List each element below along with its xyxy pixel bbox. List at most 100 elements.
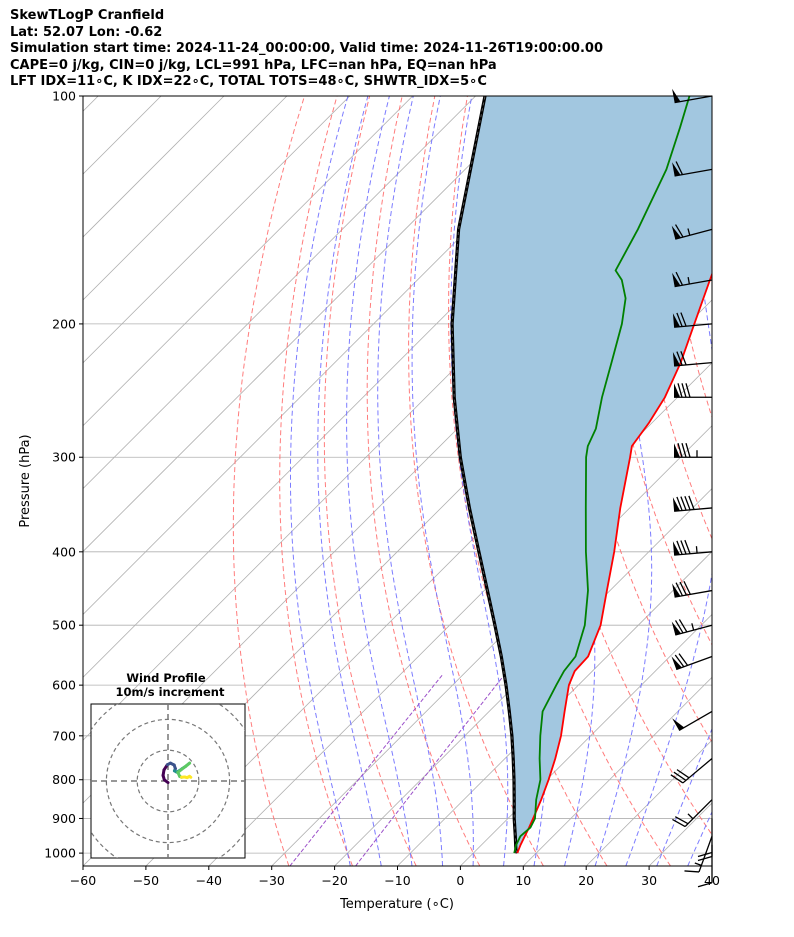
wind-barb-feather [673, 771, 687, 781]
dry-adiabat-line [761, 96, 794, 866]
inset-plot [91, 704, 245, 858]
y-tick-label: 500 [52, 618, 76, 633]
moist-adiabat-line [411, 96, 474, 866]
wind-barb-feather [684, 496, 691, 511]
wind-barb-feather [685, 383, 691, 398]
wind-barb-shaft [674, 589, 713, 598]
isotherm-line [711, 865, 712, 866]
wind-barb-flag [672, 497, 681, 512]
wind-barb-shaft [674, 361, 713, 367]
wind-barb [672, 312, 713, 328]
wind-barb [671, 653, 713, 671]
wind-barb-feather [674, 816, 689, 825]
dry-adiabat-line [629, 96, 712, 540]
wind-barb-feather [678, 653, 689, 666]
wind-barb-feather [680, 351, 687, 366]
y-tick-label: 900 [52, 811, 76, 826]
wind-barb-feather [679, 581, 687, 596]
wind-barb-feather [684, 539, 691, 554]
wind-profile-inset: Wind Profile 10m/s increment [90, 671, 246, 859]
isotherm-line [83, 96, 288, 301]
wind-barb [672, 351, 713, 367]
wind-barb [672, 161, 713, 177]
moist-adiabat-line [719, 96, 794, 866]
wind-barb [674, 443, 712, 458]
isotherm-line [83, 96, 413, 427]
wind-barb-feather [684, 870, 700, 873]
indices-line: LFT IDX=11∘C, K IDX=22∘C, TOTAL TOTS=48∘… [10, 74, 487, 89]
wind-barb-half-feather [687, 813, 694, 820]
y-tick-label: 800 [52, 772, 76, 787]
wind-barb-flag [672, 272, 681, 287]
y-tick-label: 1000 [44, 846, 76, 861]
hodograph-segment [176, 761, 192, 774]
dewpoint-line [513, 96, 691, 854]
wind-barbs [670, 88, 713, 888]
dry-adiabat-line [232, 96, 305, 866]
wind-barb-shaft [674, 551, 713, 556]
isotherm-line [523, 676, 712, 866]
wind-barb-feather [697, 882, 713, 888]
inset-title: Wind Profile [126, 671, 206, 685]
wind-barb-feather [675, 582, 684, 597]
wind-barb-flag [672, 352, 681, 366]
wind-barb [672, 271, 713, 288]
wind-barb-half-feather [691, 623, 695, 631]
sounding-profiles [450, 96, 712, 854]
wind-barb-feather [676, 312, 683, 327]
wind-barb-feather [675, 161, 684, 175]
wind-barb-half-feather [687, 228, 691, 236]
wind-barb [672, 580, 713, 598]
x-tick-label: 10 [515, 873, 531, 888]
wind-barb-feather [676, 496, 683, 511]
wind-barb-half-feather [694, 862, 702, 866]
dry-adiabat-line [366, 96, 481, 866]
dry-adiabat-line [728, 96, 794, 866]
cape-cin-shading [452, 96, 712, 854]
wind-barb-flag [672, 162, 681, 176]
x-tick-label: 40 [704, 873, 720, 888]
moist-adiabat-line [377, 96, 444, 866]
isotherm-line [334, 488, 712, 866]
wind-barb-feather [672, 818, 686, 828]
x-tick-label: −30 [259, 873, 285, 888]
moist-adiabat-line [290, 96, 351, 866]
inset-subtitle: 10m/s increment [116, 685, 225, 699]
wind-barb [672, 539, 713, 556]
chart-header: SkewTLogP Cranfield Lat: 52.07 Lon: -0.6… [10, 8, 603, 91]
wind-barb-half-feather [687, 276, 690, 285]
temperature-line [516, 271, 712, 854]
wind-barb [671, 224, 713, 240]
chart-title: SkewTLogP Cranfield [10, 8, 165, 23]
wind-barb-feather [677, 383, 683, 398]
isotherm-line [83, 96, 351, 364]
wind-barb [674, 383, 712, 398]
axis-ticks: −60 −50 −40 −30 −20 −10 0 10 20 30 40 100 200 300 400 5… [44, 89, 720, 889]
hodograph-segment [188, 774, 193, 779]
wind-barb-feather [683, 580, 691, 595]
wind-barb-flag [674, 443, 680, 458]
mixing-ratio-line [289, 673, 444, 866]
wind-barb-flag [672, 583, 681, 598]
y-tick-label: 700 [52, 728, 76, 743]
location-line: Lat: 52.07 Lon: -0.62 [10, 24, 163, 40]
wind-barb-shaft [674, 323, 713, 328]
wind-barb [670, 758, 713, 784]
y-tick-label: 300 [52, 450, 76, 465]
wind-barb-feather [678, 619, 688, 633]
wind-barb-flag [674, 383, 680, 398]
wind-barb [672, 710, 713, 732]
wind-barb [672, 495, 713, 512]
wind-barb-feather [676, 540, 683, 555]
x-axis-label: Temperature (∘C) [339, 897, 454, 912]
wind-barb-flag [671, 225, 682, 240]
x-tick-label: −40 [196, 873, 222, 888]
wind-barb-feather [680, 540, 687, 555]
wind-barb-flag [671, 656, 682, 670]
wind-barb-half-feather [695, 546, 698, 554]
wind-barb-feather [681, 383, 687, 398]
wind-barb-shaft [682, 758, 713, 784]
x-tick-label: −20 [321, 873, 347, 888]
wind-barb-shaft [684, 799, 713, 827]
wind-barb-shaft [674, 507, 713, 512]
